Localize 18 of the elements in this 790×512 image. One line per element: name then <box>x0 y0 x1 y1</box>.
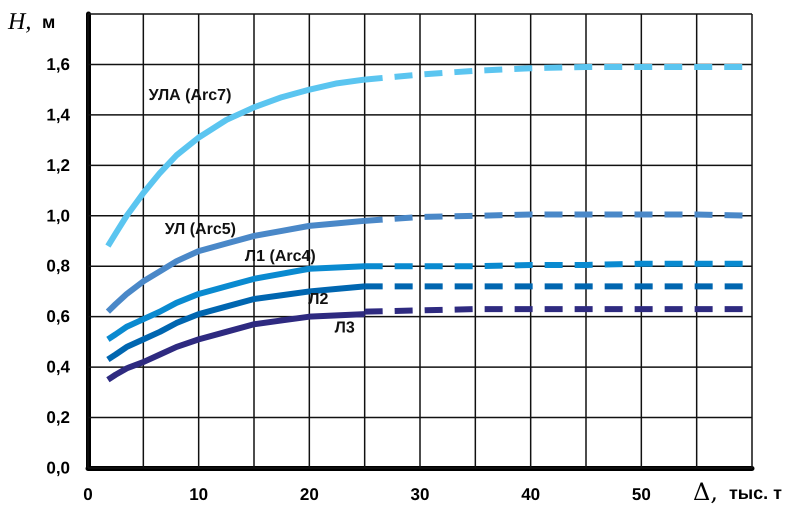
x-tick-label: 10 <box>189 485 208 504</box>
y-tick-label: 1,6 <box>46 54 70 74</box>
x-tick-label: 50 <box>632 485 651 504</box>
y-tick-label: 0,8 <box>46 256 70 276</box>
x-tick-label: 30 <box>410 485 430 504</box>
y-tick-label: 0,4 <box>46 358 71 377</box>
series-label: Л3 <box>334 320 355 337</box>
y-tick-label: 1,4 <box>46 105 71 124</box>
y-tick-label: 0,0 <box>46 458 70 478</box>
y-tick-label: 0,2 <box>46 408 70 428</box>
x-tick-label: 40 <box>521 485 540 504</box>
y-axis-title: H, м <box>7 9 56 35</box>
y-tick-label: 0,6 <box>46 307 70 326</box>
x-tick-label: 0 <box>83 485 93 504</box>
x-tick-label: 20 <box>300 485 319 504</box>
y-tick-label: 1,0 <box>46 206 70 226</box>
y-tick-label: 1,2 <box>46 156 70 175</box>
x-axis-title: Δ, тыс. т <box>692 478 782 506</box>
